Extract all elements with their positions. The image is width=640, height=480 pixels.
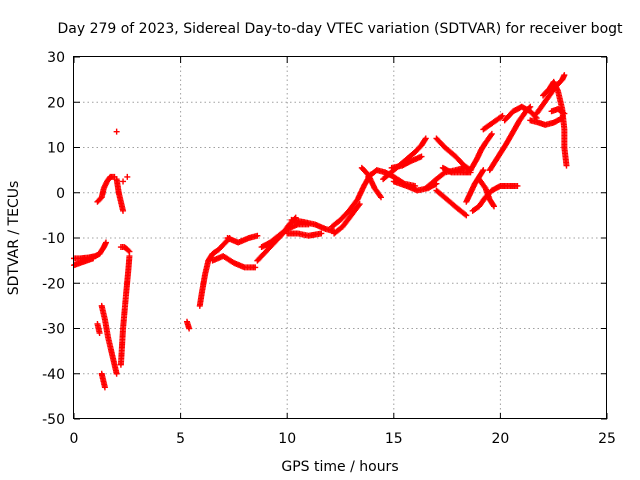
data-point bbox=[318, 230, 325, 237]
y-axis-label: SDTVAR / TECUs bbox=[6, 181, 22, 296]
data-point bbox=[101, 384, 108, 391]
data-point bbox=[252, 264, 259, 271]
y-tick-label: 0 bbox=[56, 186, 65, 202]
data-point bbox=[422, 136, 429, 143]
x-tick-label: 15 bbox=[385, 431, 403, 447]
data-point bbox=[377, 192, 384, 199]
y-tick-label: -50 bbox=[42, 412, 65, 428]
y-tick-label: 10 bbox=[47, 141, 65, 157]
y-tick-label: 30 bbox=[47, 50, 65, 66]
x-axis-tick-labels: 0 5 10 15 20 25 bbox=[70, 431, 616, 447]
y-axis-tick-labels: -50 -40 -30 -20 -10 0 10 20 30 bbox=[42, 50, 65, 428]
data-point bbox=[479, 168, 486, 175]
data-point bbox=[90, 255, 97, 262]
x-axis-label: GPS time / hours bbox=[281, 459, 398, 475]
data-point bbox=[356, 201, 363, 208]
data-point bbox=[560, 109, 567, 116]
data-point bbox=[96, 330, 103, 337]
data-point bbox=[561, 110, 568, 117]
data-point bbox=[487, 132, 494, 139]
data-point bbox=[355, 202, 362, 209]
data-point bbox=[186, 325, 193, 332]
x-tick-label: 10 bbox=[278, 431, 296, 447]
data-point bbox=[462, 211, 469, 218]
data-point bbox=[418, 153, 425, 160]
data-point bbox=[491, 203, 498, 210]
data-point bbox=[120, 207, 127, 214]
data-point bbox=[422, 135, 429, 142]
y-tick-label: -20 bbox=[42, 276, 65, 292]
data-point bbox=[499, 112, 506, 119]
data-point bbox=[124, 173, 131, 180]
x-tick-label: 25 bbox=[598, 431, 616, 447]
grid-lines bbox=[74, 57, 607, 419]
x-tick-label: 5 bbox=[176, 431, 185, 447]
axis-ticks bbox=[73, 56, 608, 420]
x-tick-label: 20 bbox=[491, 431, 509, 447]
data-point bbox=[498, 113, 505, 120]
data-point bbox=[514, 182, 521, 189]
data-point bbox=[488, 130, 495, 137]
y-tick-label: -10 bbox=[42, 231, 65, 247]
data-point bbox=[126, 248, 133, 255]
data-point bbox=[480, 167, 487, 174]
data-point bbox=[561, 72, 568, 79]
data-point bbox=[254, 232, 261, 239]
data-point bbox=[563, 162, 570, 169]
data-point bbox=[113, 370, 120, 377]
data-points bbox=[71, 72, 570, 391]
y-tick-label: -40 bbox=[42, 367, 65, 383]
data-point bbox=[463, 212, 470, 219]
y-tick-label: -30 bbox=[42, 322, 65, 338]
data-point bbox=[120, 178, 127, 185]
data-point bbox=[125, 247, 132, 254]
data-point bbox=[113, 128, 120, 135]
x-tick-label: 0 bbox=[70, 431, 79, 447]
y-tick-label: 20 bbox=[47, 95, 65, 111]
data-point bbox=[490, 202, 497, 209]
data-point bbox=[378, 194, 385, 201]
data-point bbox=[102, 239, 109, 246]
chart-title: Day 279 of 2023, Sidereal Day-to-day VTE… bbox=[57, 21, 623, 37]
